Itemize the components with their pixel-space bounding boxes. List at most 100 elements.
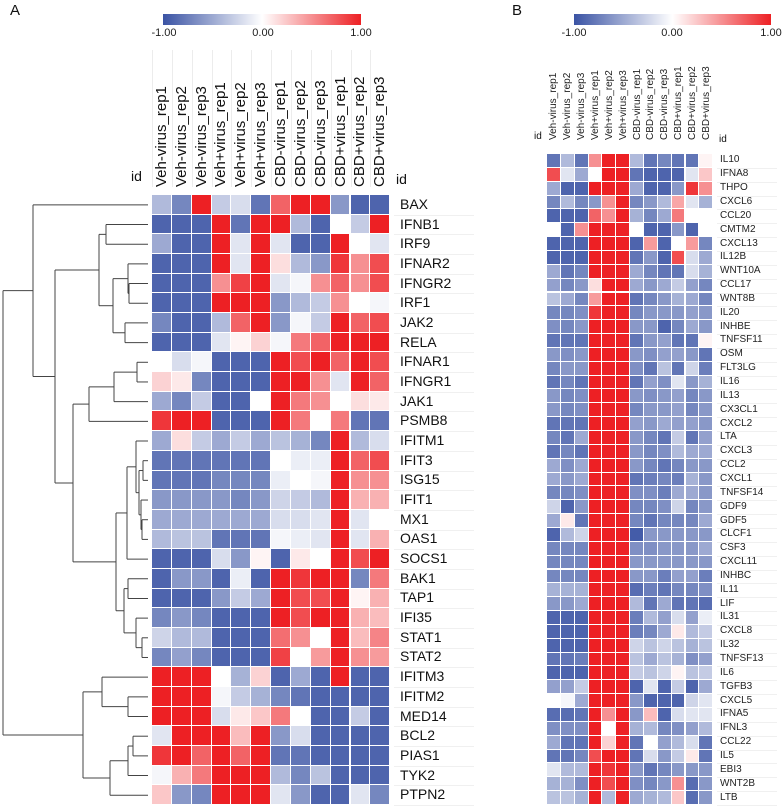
heatmap-a-cell [152,431,172,451]
heatmap-b-cell [588,694,603,708]
heatmap-a-row-label: ISG15 [400,471,440,488]
heatmap-a-cell [191,627,212,648]
heatmap-b-cell [560,431,575,445]
heatmap-b-cell [602,514,617,528]
heatmap-a-row-label: JAK2 [400,313,434,330]
heatmap-a-cell [271,254,291,274]
heatmap-b-cell [616,209,631,224]
heatmap-a-row-label: SOCS1 [400,550,448,567]
heatmap-a-cell [310,765,331,786]
heatmap-b-cell [685,444,700,459]
heatmap-a-cell [171,411,192,432]
heatmap-b-cell [602,749,617,764]
heatmap-b-cell [547,721,561,736]
heatmap-b-cell [616,527,631,542]
heatmap-b-cell [699,611,714,625]
heatmap-a-row-label: PIAS1 [400,746,440,763]
heatmap-b-cell [602,680,617,695]
heatmap-b-cell [588,431,603,445]
heatmap-b-cell [547,569,561,584]
heatmap-a-cell [290,687,311,707]
heatmap-a-cell [211,608,232,628]
heatmap-b-cell [643,763,658,778]
heatmap-b-cell [574,167,589,182]
heatmap-b-cell [602,666,617,681]
heatmap-b-cell [671,209,686,224]
heatmap-a-col-id-label: id [131,168,142,184]
heatmap-b-cell [630,680,644,695]
heatmap-a-cell [171,450,192,471]
heatmap-a-cell [152,706,172,727]
heatmap-a-cell [152,568,172,589]
heatmap-a-cell [290,470,311,491]
heatmap-b-cell [671,652,686,667]
heatmap-a-cell [152,549,172,569]
heatmap-a-cell [271,568,291,589]
heatmap-b-cell [574,347,589,362]
heatmap-b-cell [630,735,644,750]
heatmap-b-cell [643,652,658,667]
heatmap-a-cell [350,608,371,628]
heatmap-b-cell [699,666,714,681]
heatmap-b-cell [630,431,644,445]
heatmap-b-cell [588,569,603,584]
heatmap-a-cell [231,568,252,589]
heatmap-a-row-label: IFI35 [400,609,432,626]
gridline [717,375,778,377]
gridline [394,372,475,374]
heatmap-b-cell [547,777,561,792]
heatmap-a-cell [310,509,331,530]
heatmap-a-column-label: Veh-virus_rep3 [192,86,210,187]
heatmap-b-cell [657,694,672,708]
heatmap-a-cell [231,490,252,510]
heatmap-b-cell [630,417,644,431]
heatmap-b-row-label: CXCL8 [720,625,753,637]
heatmap-b-cell [671,250,686,265]
heatmap-b-cell [671,167,686,182]
heatmap-b-cell [630,611,644,625]
heatmap-a-cell [251,608,272,628]
heatmap-b-cell [560,389,575,404]
gridline [717,320,778,322]
gridline [394,588,475,590]
heatmap-b-cell [685,306,700,321]
heatmap-a-cell [251,254,272,274]
heatmap-b-cell [630,223,644,238]
heatmap-b-cell [560,666,575,681]
heatmap-b-cell [630,666,644,681]
gridline [251,50,253,187]
heatmap-b-cell [602,417,617,431]
heatmap-b-cell [630,555,644,570]
heatmap-b-cell [671,195,686,210]
heatmap-a-cell [370,529,391,550]
heatmap-b-row-label: GDF9 [720,500,747,512]
heatmap-b-cell [547,472,561,487]
heatmap-a-cell [211,529,232,550]
heatmap-a-cell [330,667,351,687]
heatmap-b-cell [560,514,575,528]
heatmap-a-cell [251,411,272,432]
heatmap-b-cell [685,417,700,431]
heatmap-b-cell [574,320,589,335]
heatmap-b-cell [547,458,561,473]
heatmap-a-cell [171,588,192,609]
heatmap-b-cell [574,680,589,695]
heatmap-a-cell [231,332,252,353]
gridline [717,666,778,668]
heatmap-a-cell [271,372,291,392]
heatmap-a-cell [330,529,351,550]
heatmap-b-cell [643,791,658,805]
heatmap-a-cell [152,450,172,471]
heatmap-b-cell [630,749,644,764]
heatmap-b-column-label: Veh+virus_rep2 [603,70,615,140]
heatmap-a-cell [370,195,391,215]
gridline [717,597,778,599]
heatmap-a-row-label: IRF9 [400,235,431,252]
heatmap-a-cell [191,431,212,451]
heatmap-b-cell [560,486,575,501]
heatmap-b-cell [699,306,714,321]
heatmap-a-cell [251,568,272,589]
heatmap-b-cell [588,791,603,805]
heatmap-b-cell [657,403,672,418]
heatmap-b-cell [616,777,631,792]
